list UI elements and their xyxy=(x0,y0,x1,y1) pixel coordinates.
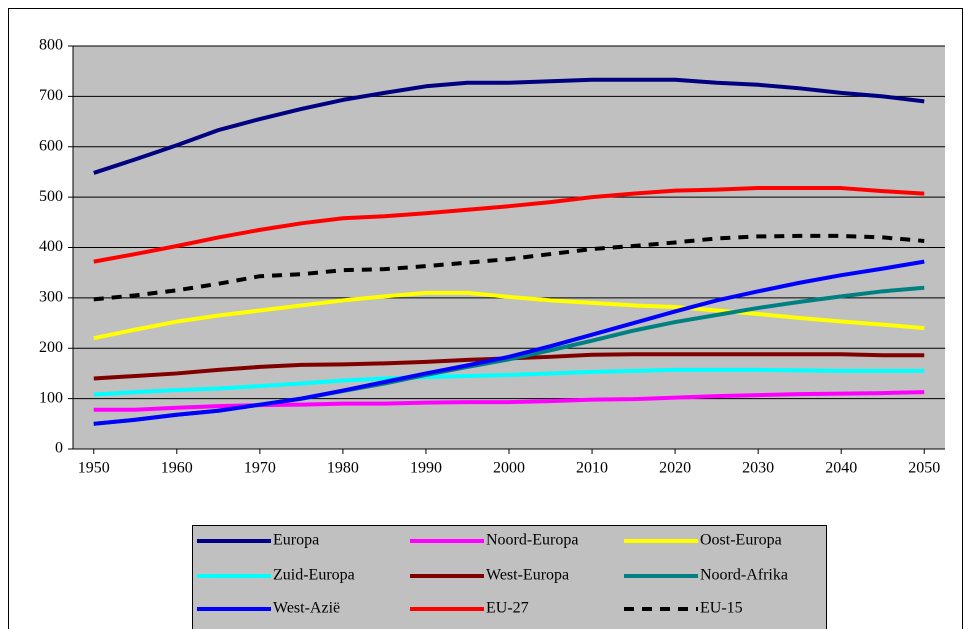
x-tick-label: 2020 xyxy=(659,460,691,477)
legend-label: Zuid-Europa xyxy=(273,567,355,584)
x-tick-label: 2050 xyxy=(908,460,940,477)
legend xyxy=(192,525,827,629)
legend-label: EU-27 xyxy=(486,600,529,617)
series-line xyxy=(93,77,925,175)
x-tick-label: 2030 xyxy=(742,460,774,477)
legend-label: Oost-Europa xyxy=(700,532,782,549)
x-tick-label: 2040 xyxy=(825,460,857,477)
y-tick-label: 500 xyxy=(39,188,63,205)
y-tick-label: 600 xyxy=(39,137,63,154)
y-tick-label: 300 xyxy=(39,289,63,306)
x-tick-label: 1990 xyxy=(410,460,442,477)
y-tick-label: 100 xyxy=(39,389,63,406)
x-tick-label: 1960 xyxy=(161,460,193,477)
legend-label: West-Azië xyxy=(273,600,340,617)
series-line xyxy=(93,390,925,412)
legend-label: Noord-Afrika xyxy=(700,567,788,584)
x-tick-label: 1970 xyxy=(244,460,276,477)
series-line xyxy=(93,186,925,264)
y-tick-label: 700 xyxy=(39,87,63,104)
x-tick-label: 1950 xyxy=(78,460,110,477)
x-tick-label: 2000 xyxy=(493,460,525,477)
y-tick-label: 0 xyxy=(55,440,63,457)
series-line xyxy=(93,259,925,426)
series-line xyxy=(93,233,925,302)
series-line xyxy=(93,290,925,341)
y-tick-label: 800 xyxy=(39,37,63,54)
y-tick-label: 400 xyxy=(39,238,63,255)
legend-label: Noord-Europa xyxy=(486,532,578,549)
y-tick-label: 200 xyxy=(39,339,63,356)
legend-label: West-Europa xyxy=(486,567,569,584)
legend-label: EU-15 xyxy=(700,600,743,617)
legend-label: Europa xyxy=(273,532,319,549)
x-tick-label: 2010 xyxy=(576,460,608,477)
series-line xyxy=(93,367,925,397)
x-tick-label: 1980 xyxy=(327,460,359,477)
